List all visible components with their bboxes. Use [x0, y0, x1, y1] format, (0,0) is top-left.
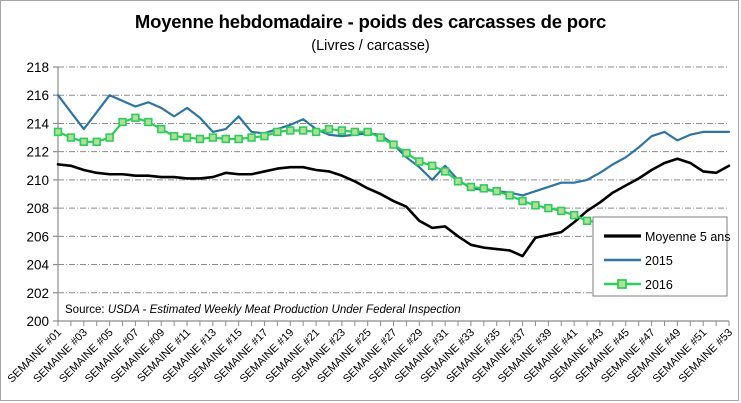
svg-text:Moyenne 5 ans: Moyenne 5 ans: [645, 230, 730, 244]
svg-text:2016: 2016: [645, 278, 673, 292]
svg-text:204: 204: [26, 258, 49, 273]
y-axis-tick-labels: 200 202 204 206 208 210 212 214 216 218: [26, 60, 58, 329]
svg-text:208: 208: [26, 201, 49, 216]
svg-text:214: 214: [26, 116, 49, 131]
svg-text:2015: 2015: [645, 254, 673, 268]
svg-text:212: 212: [26, 145, 49, 160]
svg-text:200: 200: [26, 314, 49, 329]
x-axis-ticks: [57, 321, 730, 326]
svg-text:218: 218: [26, 60, 49, 75]
chart-legend: Moyenne 5 ans 2015 2016: [592, 216, 730, 297]
data-series: [53, 94, 731, 258]
grid-lines: [58, 66, 729, 294]
svg-text:206: 206: [26, 229, 49, 244]
chart-title: Moyenne hebdomadaire - poids des carcass…: [134, 11, 607, 32]
svg-text:210: 210: [26, 173, 49, 188]
svg-text:216: 216: [26, 88, 49, 103]
source-note: Source: USDA - Estimated Weekly Meat Pro…: [65, 304, 461, 316]
chart-subtitle: (Livres / carcasse): [311, 38, 430, 54]
svg-text:202: 202: [26, 286, 49, 301]
svg-text:Source: USDA - Estimated Weekl: Source: USDA - Estimated Weekly Meat Pro…: [65, 304, 461, 316]
